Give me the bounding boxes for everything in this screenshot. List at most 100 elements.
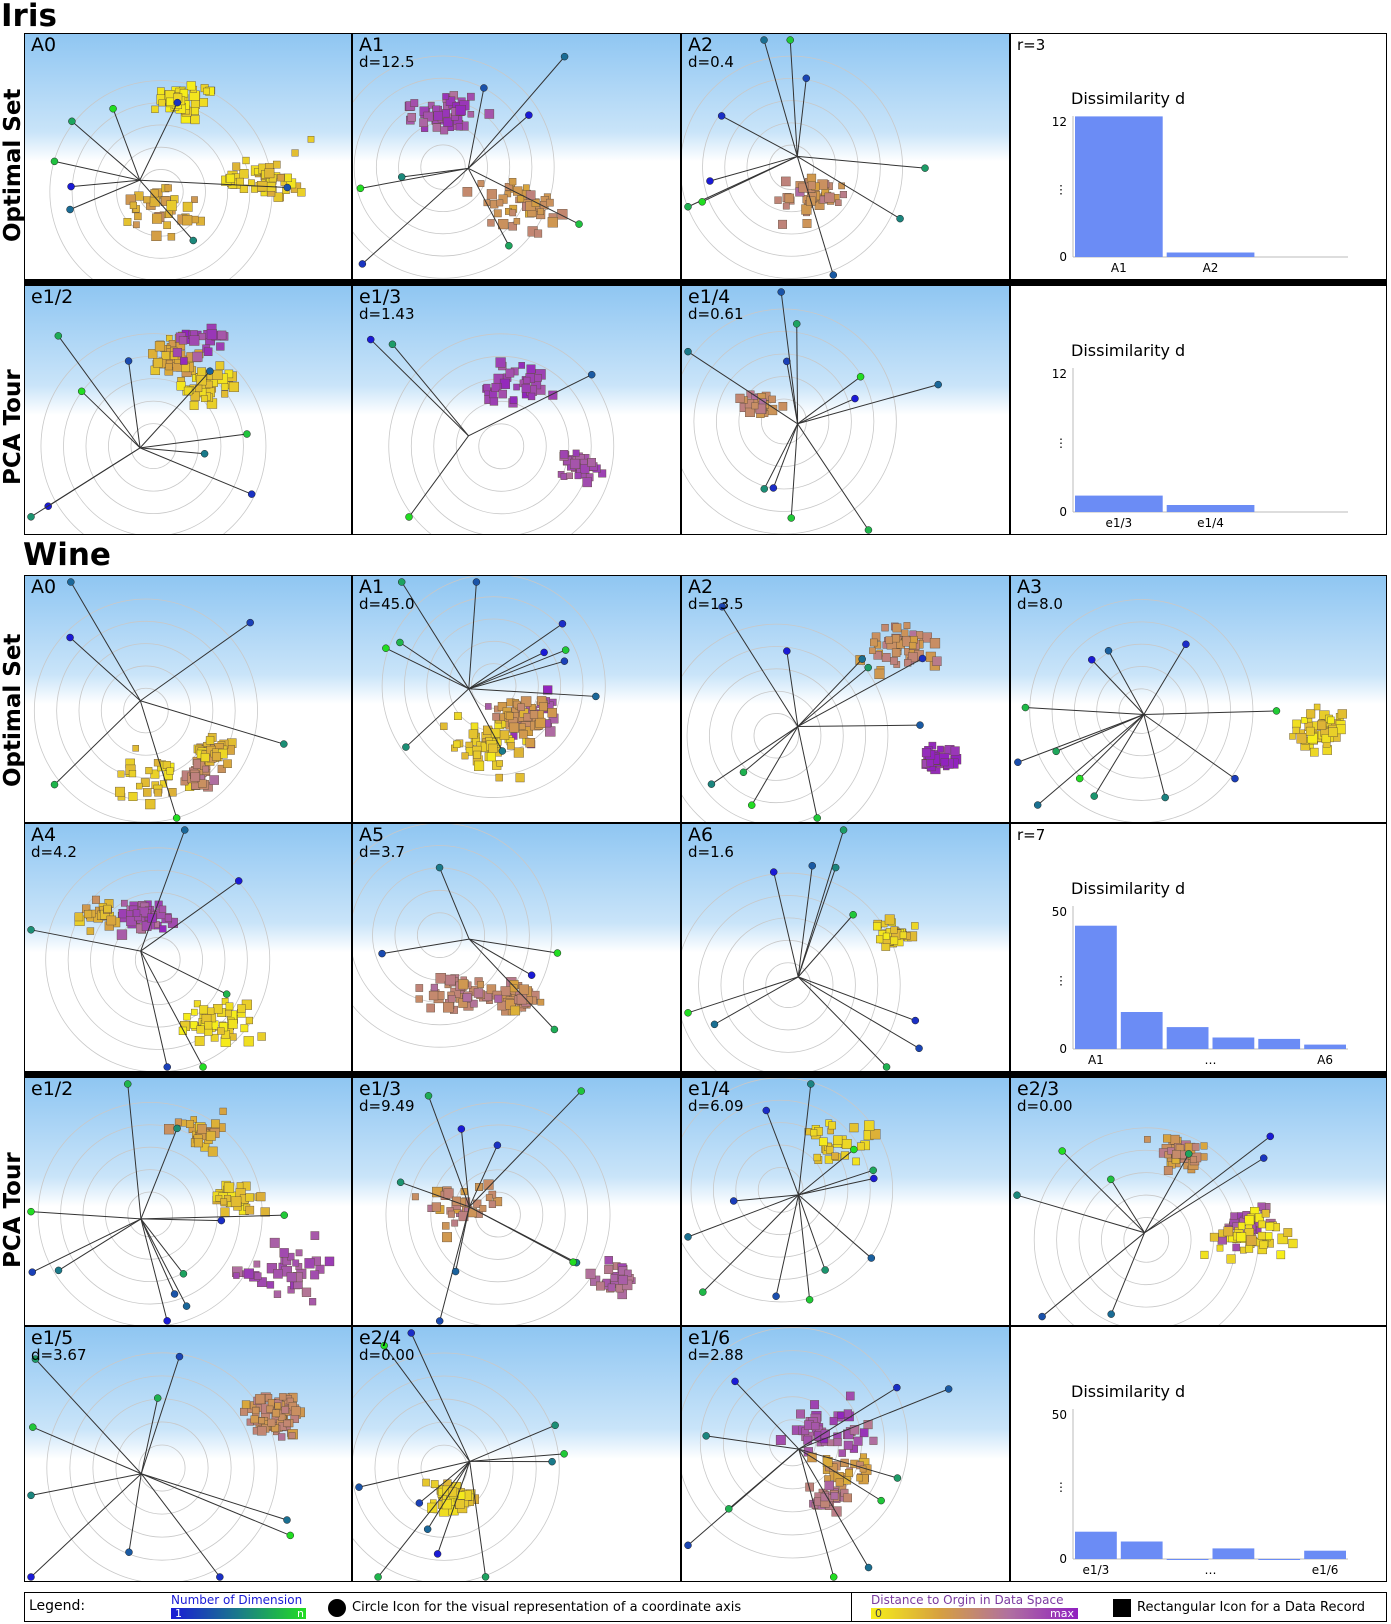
data-record: [523, 184, 530, 191]
axis-line: [797, 1083, 812, 1195]
axis-line: [1144, 1153, 1190, 1233]
data-record: [513, 217, 521, 225]
axis-line: [460, 1128, 470, 1207]
axis-line: [437, 1461, 471, 1555]
panel-dissimilarity: r=3: [1017, 36, 1046, 54]
panel-dissimilarity: d=2.88: [688, 1346, 744, 1364]
axis-ring: [353, 1375, 537, 1561]
axis-circle-icon: [560, 657, 569, 665]
axis-circle-icon: [915, 1044, 923, 1053]
axis-circle-icon: [783, 647, 791, 655]
data-record: [158, 905, 167, 914]
axis-line: [408, 435, 469, 518]
data-record: [831, 1506, 842, 1517]
circle-icon: [328, 1599, 346, 1617]
axis-line: [687, 1194, 799, 1238]
axis-circle-icon: [451, 1267, 460, 1276]
axis-circle-icon: [481, 1573, 490, 1581]
data-record: [117, 770, 125, 778]
axis-ring: [353, 1352, 560, 1581]
axis-line: [1016, 1194, 1145, 1234]
legend-divider: [851, 1593, 852, 1621]
dissimilarity-bar-chart: Dissimilarity d 0 ⋮ 12 A1 A2: [1052, 89, 1348, 275]
data-record: [778, 219, 788, 229]
y-tick-label: ⋮: [1055, 974, 1067, 988]
axis-ring: [682, 308, 897, 534]
data-record: [909, 641, 917, 650]
axis-circle-icon: [1013, 1191, 1021, 1199]
data-record: [200, 753, 210, 762]
rectangle-icon: [1113, 1599, 1131, 1617]
data-record: [443, 1002, 454, 1013]
axis-ring: [738, 376, 830, 467]
data-record: [447, 995, 456, 1003]
data-record: [839, 190, 848, 199]
data-record: [304, 1258, 315, 1269]
data-record: [824, 192, 835, 203]
axis-line: [385, 647, 469, 690]
data-record: [574, 472, 582, 480]
data-record: [190, 772, 200, 782]
projection-plot: [33, 578, 288, 822]
data-record: [84, 909, 93, 919]
data-record: [134, 191, 144, 201]
axis-line: [468, 660, 565, 690]
data-record: [1257, 1231, 1266, 1240]
data-record: [467, 110, 475, 118]
data-record: [132, 744, 139, 752]
axis-circle-icon: [173, 1124, 181, 1133]
projection-panel: A6 d=1.6: [681, 823, 1010, 1072]
panel-label: A2: [688, 34, 714, 56]
data-record: [411, 1193, 419, 1201]
axis-ring: [108, 400, 199, 492]
data-record: [882, 932, 890, 940]
panel-dissimilarity: d=0.61: [688, 305, 744, 323]
data-record: [255, 1394, 266, 1405]
axis-line: [798, 1448, 898, 1479]
data-record: [150, 769, 160, 779]
data-record: [217, 1027, 225, 1035]
data-record: [512, 186, 523, 196]
legend-dim-gradient: [171, 1608, 306, 1619]
panel-label: A0: [31, 34, 57, 56]
axis-circle-icon: [374, 1573, 382, 1581]
axis-line: [706, 1435, 799, 1450]
data-record: [932, 656, 942, 666]
data-record: [921, 747, 932, 758]
axis-line: [798, 1194, 826, 1271]
data-record: [527, 392, 536, 401]
axis-line: [797, 155, 926, 169]
projection-panel: e1/3 d=9.49: [352, 1077, 681, 1326]
axis-line: [419, 1461, 471, 1504]
panel-label: e2/3: [1017, 1078, 1060, 1100]
axis-circle-icon: [856, 372, 865, 381]
projection-panel: e1/2: [24, 285, 352, 535]
axis-line: [1041, 1232, 1145, 1317]
axis-line: [141, 1473, 291, 1536]
dissimilarity-chart-panel: Dissimilarity d 0 ⋮ 12 e1/3 e1/4: [1010, 285, 1387, 535]
data-record: [423, 111, 434, 122]
data-record: [199, 1005, 209, 1015]
bar-chart-title: Dissimilarity d: [1071, 1382, 1185, 1401]
data-record: [845, 1468, 854, 1477]
axis-line: [702, 1194, 799, 1293]
axis-line: [141, 1473, 288, 1521]
axis-circle-icon: [858, 655, 866, 663]
data-record: [266, 1405, 274, 1413]
axis-line: [728, 1448, 800, 1510]
data-record: [835, 1478, 844, 1487]
bar-chart-title: Dissimilarity d: [1071, 341, 1185, 360]
data-record: [453, 712, 462, 720]
axis-line: [469, 1461, 487, 1577]
axis-line: [1093, 714, 1145, 797]
data-record: [537, 208, 545, 216]
bar: [1258, 1038, 1301, 1049]
data-record: [248, 179, 255, 187]
bar: [1304, 1550, 1346, 1559]
axis-circle-icon: [706, 177, 714, 185]
section-title-iris: Iris: [1, 0, 57, 34]
data-record: [407, 113, 416, 122]
axis-ring: [712, 1122, 849, 1258]
data-record: [557, 209, 568, 220]
axis-ring: [1078, 1172, 1214, 1308]
